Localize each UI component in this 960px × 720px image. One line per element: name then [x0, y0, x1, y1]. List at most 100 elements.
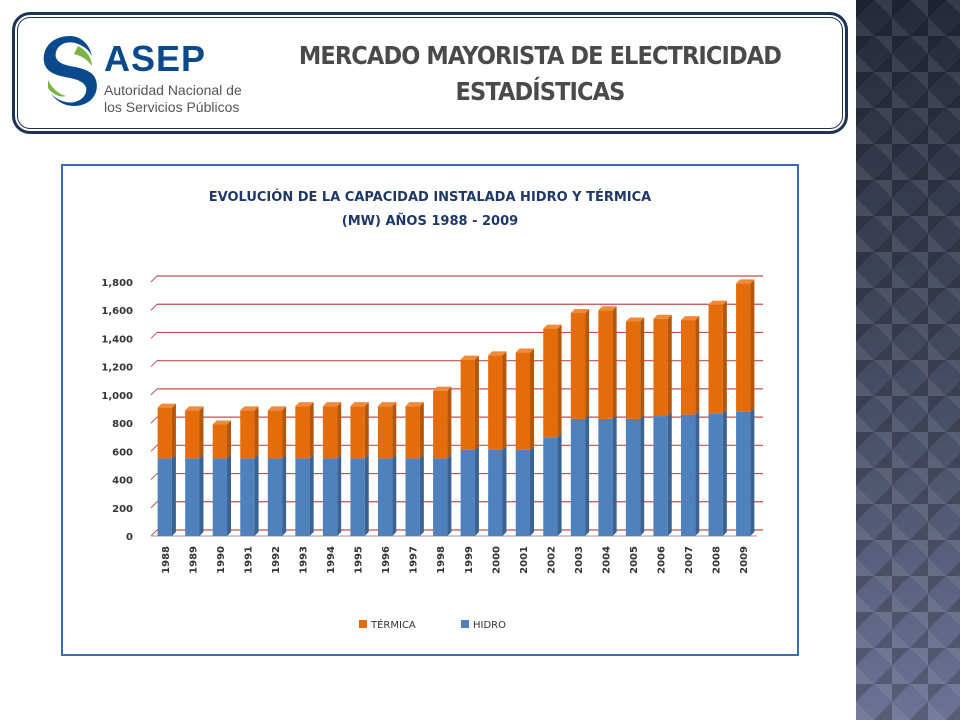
y-tick-label: 1,400	[101, 334, 133, 345]
bar-hidro	[377, 458, 393, 536]
bar-termica-top	[460, 355, 479, 360]
bar-hidro	[515, 449, 531, 536]
bar-termica-top	[543, 324, 562, 329]
bar-termica	[185, 410, 200, 459]
y-tick-label: 1,800	[101, 278, 133, 289]
bar-termica-side	[502, 351, 507, 450]
bar-hidro-side	[667, 412, 672, 536]
x-tick-label: 1988	[161, 546, 172, 574]
bar-termica-top	[212, 420, 232, 425]
bar-hidro	[598, 418, 613, 536]
bar-hidro	[240, 458, 255, 536]
bar-hidro-side	[171, 454, 176, 536]
bar-termica-side	[309, 402, 314, 459]
bar-termica-top	[350, 402, 369, 407]
bar-termica	[708, 304, 723, 414]
x-tick-label: 1991	[243, 546, 254, 574]
asep-logo-icon	[43, 36, 97, 106]
bar-termica-top	[322, 402, 342, 407]
bar-termica-side	[392, 402, 397, 459]
bar-termica-top	[625, 317, 645, 322]
bar-hidro	[433, 458, 448, 536]
bar-hidro-side	[309, 454, 314, 536]
y-tick-label: 1,200	[101, 363, 133, 374]
bar-termica-side	[667, 314, 672, 417]
y-tick-label: 600	[112, 447, 133, 458]
bar-termica-side	[364, 402, 369, 459]
gridline-depth	[150, 303, 158, 311]
legend-label-termica: TÉRMICA	[370, 618, 416, 631]
bar-termica-top	[185, 406, 204, 411]
bar-hidro-side	[695, 410, 700, 536]
legend-swatch-termica	[359, 620, 367, 628]
bar-hidro-side	[254, 454, 259, 536]
stacked-bar-chart: 0 200 400 600 800 1,000 1,200 1,400 1,600 1,800 19…	[101, 275, 763, 631]
bar-termica-side	[171, 403, 176, 459]
bar-termica-side	[447, 386, 452, 459]
bar-termica	[405, 406, 420, 459]
logo-wordmark: ASEP	[104, 38, 207, 79]
bar-termica-side	[199, 406, 204, 459]
x-tick-label: 2007	[684, 546, 695, 574]
gridline-depth	[150, 501, 158, 509]
x-tick-label: 2001	[519, 546, 530, 574]
bar-hidro	[543, 437, 558, 536]
bar-termica	[515, 352, 531, 450]
logo-subtitle-line-1: Autoridad Nacional de	[104, 82, 242, 98]
chart-title-line-2: (MW) AÑOS 1988 - 2009	[341, 214, 519, 229]
bar-hidro	[736, 411, 751, 536]
x-tick-label: 2006	[657, 546, 668, 574]
bar-termica-side	[254, 406, 259, 459]
bar-termica-side	[282, 406, 287, 459]
bar-hidro-side	[585, 414, 590, 536]
bar-hidro-side	[364, 454, 369, 536]
bar-termica	[157, 407, 172, 459]
bar-hidro-side	[750, 407, 755, 536]
bar-termica-top	[515, 348, 535, 353]
bar-termica-side	[640, 317, 645, 419]
bar-termica-side	[530, 348, 535, 450]
bar-termica-side	[227, 420, 232, 459]
bar-termica-side	[474, 355, 479, 450]
y-tick-label: 200	[112, 504, 133, 515]
x-tick-label: 1996	[381, 546, 392, 574]
x-tick-label: 1999	[464, 546, 475, 574]
bar-termica-top	[433, 386, 452, 391]
bar-termica-top	[295, 402, 314, 407]
bar-termica-side	[695, 316, 700, 415]
bar-hidro	[625, 418, 641, 536]
x-tick-label: 2008	[712, 546, 723, 574]
bar-termica	[653, 318, 668, 417]
bar-hidro	[267, 458, 283, 536]
bar-termica-top	[653, 314, 672, 319]
y-tick-label: 1,000	[101, 391, 133, 402]
bar-hidro-side	[282, 454, 287, 536]
bar-termica-top	[570, 309, 590, 314]
x-tick-label: 2000	[491, 546, 502, 574]
bar-termica-top	[708, 300, 727, 305]
bar-hidro	[212, 458, 228, 536]
x-tick-label: 1998	[436, 546, 447, 574]
logo-subtitle: Autoridad Nacional de los Servicios Públ…	[104, 82, 242, 116]
bar-termica	[625, 321, 641, 419]
bar-hidro	[570, 418, 586, 536]
x-tick-label: 2002	[546, 546, 557, 574]
bar-hidro	[653, 416, 668, 536]
bar-hidro-side	[392, 454, 397, 536]
y-tick-label: 0	[126, 532, 133, 543]
bar-hidro	[460, 449, 475, 536]
bar-hidro-side	[612, 414, 617, 536]
bar-termica-top	[267, 406, 287, 411]
gridline-depth	[150, 416, 158, 424]
bar-termica	[350, 406, 365, 459]
gridline-depth	[150, 275, 158, 283]
bar-hidro-side	[640, 414, 645, 536]
y-tick-label: 1,600	[101, 306, 133, 317]
bar-termica	[598, 310, 613, 419]
x-tick-label: 1993	[299, 546, 310, 574]
bar-hidro	[488, 449, 503, 536]
bar-termica	[736, 283, 751, 412]
y-tick-label: 400	[112, 476, 133, 487]
bar-termica	[267, 410, 283, 459]
bar-hidro	[405, 458, 420, 536]
